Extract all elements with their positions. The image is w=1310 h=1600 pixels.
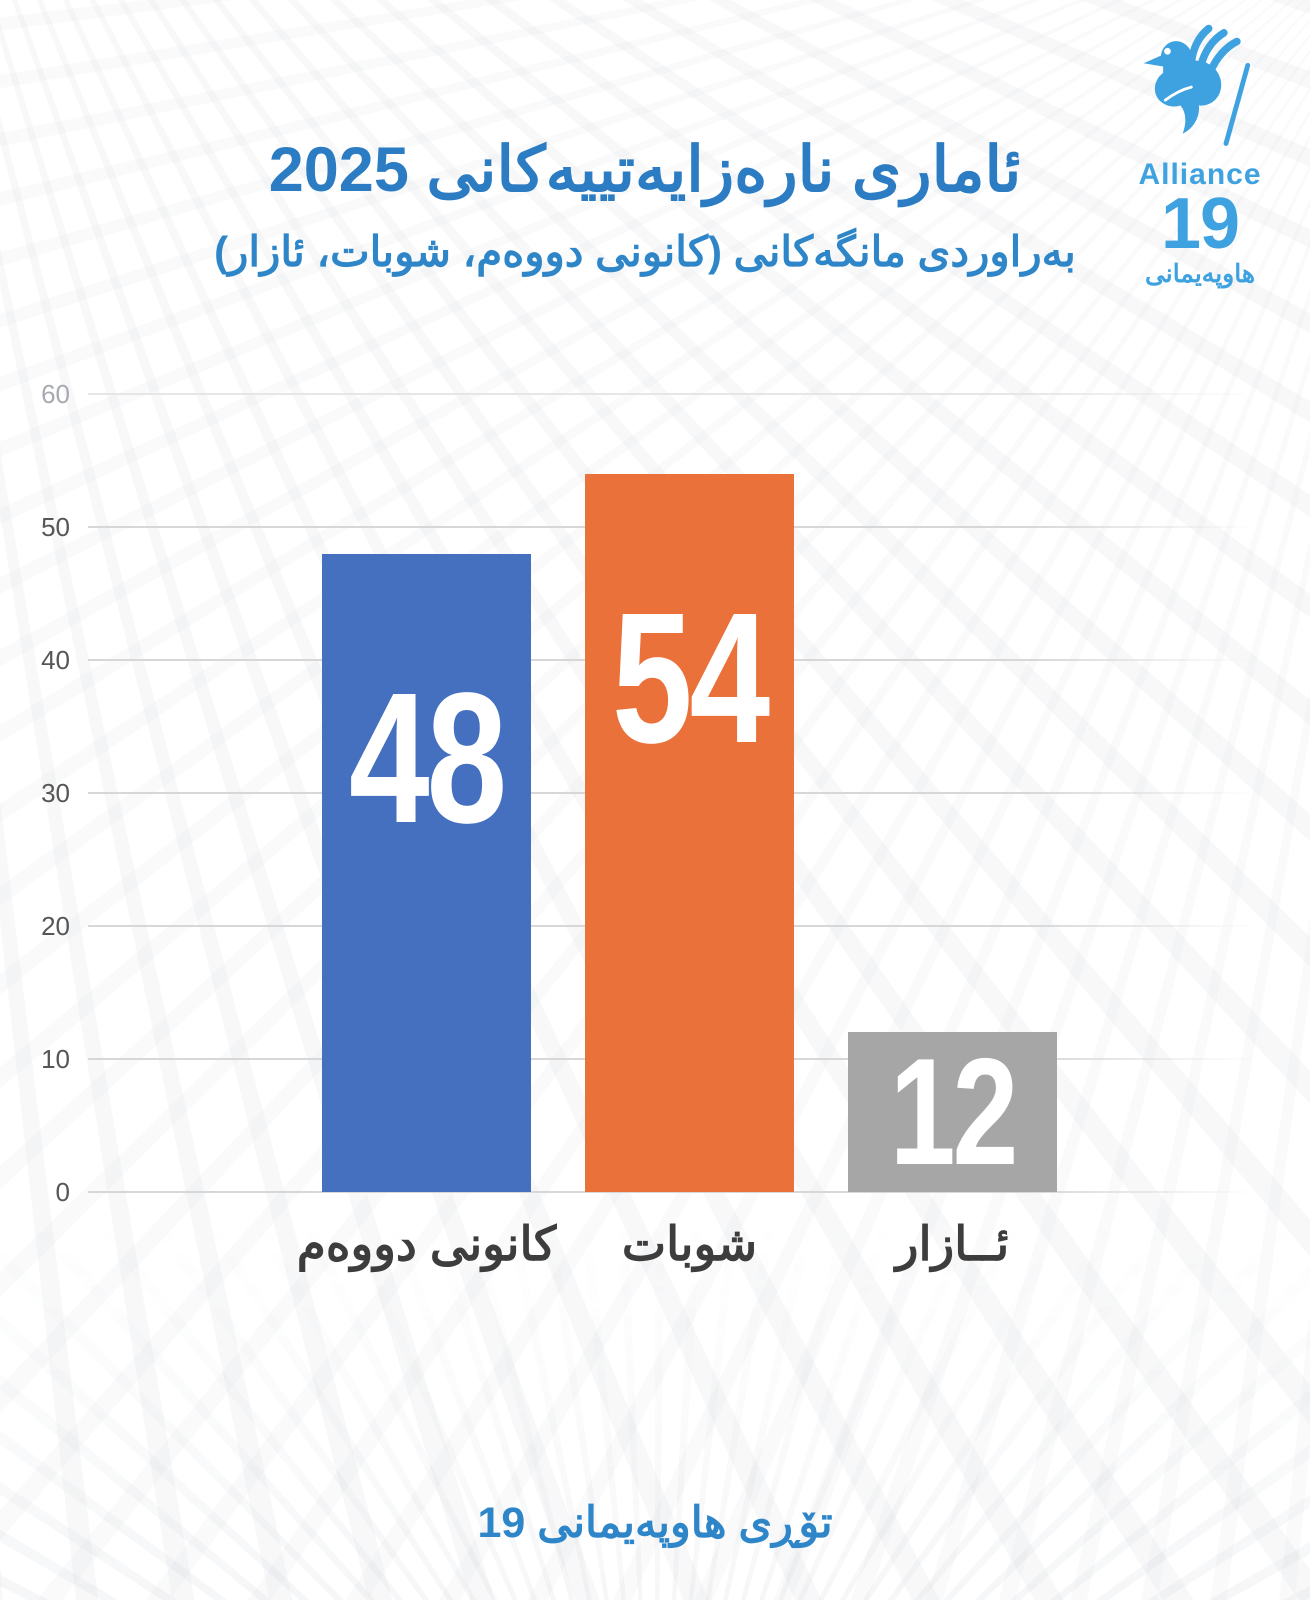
y-tick-label: 40 [41, 644, 70, 675]
y-tick-label: 50 [41, 511, 70, 542]
y-tick-label: 60 [41, 379, 70, 409]
chart-header: ئاماری نارەزایەتییەکانی 2025 بەراوردی ما… [0, 135, 1290, 278]
alliance-19-logo: Alliance 19 هاوپەیمانی [1118, 22, 1282, 289]
dove-icon [1143, 24, 1251, 146]
footer-text: تۆڕی هاوپەیمانی 19 [477, 1499, 833, 1547]
bar-category-label: شوبات [621, 1217, 758, 1270]
bar: 48 [322, 553, 531, 1192]
bar: 12 [848, 1032, 1057, 1192]
bar-group: 48 کانونی دووەم [297, 394, 556, 1270]
logo-number: 19 [1160, 183, 1240, 264]
bar-value-label: 54 [611, 574, 770, 782]
bar-group: 54 شوبات [585, 394, 794, 1270]
logo-divider [1148, 154, 1252, 157]
y-tick-label: 10 [41, 1044, 70, 1074]
bar: 54 [585, 473, 794, 1192]
bar-category-label: کانونی دووەم [296, 1217, 557, 1270]
y-tick-label: 30 [41, 778, 70, 808]
bar-value-label: 12 [889, 1027, 1019, 1198]
y-tick-label: 20 [41, 910, 70, 941]
bar-category-label: ئــازار [895, 1217, 1010, 1270]
y-tick-label: 0 [55, 1177, 70, 1207]
chart-subtitle: بەراوردی مانگەکانی (کانونی دووەم، شوبات،… [214, 228, 1076, 276]
gridline [88, 1191, 1258, 1193]
bar-group: 12 ئــازار [848, 394, 1057, 1270]
logo-wordmark: Alliance [1138, 158, 1262, 191]
gridline [88, 393, 1258, 395]
bar-value-label: 48 [348, 654, 507, 862]
logo-caption: هاوپەیمانی [1144, 259, 1256, 288]
chart-title: ئاماری نارەزایەتییەکانی 2025 [268, 135, 1022, 205]
plot-area: 0 10 20 30 40 50 60 48 کانونی دووەم 54 شوبات 12 ئــا… [41, 379, 1258, 1270]
